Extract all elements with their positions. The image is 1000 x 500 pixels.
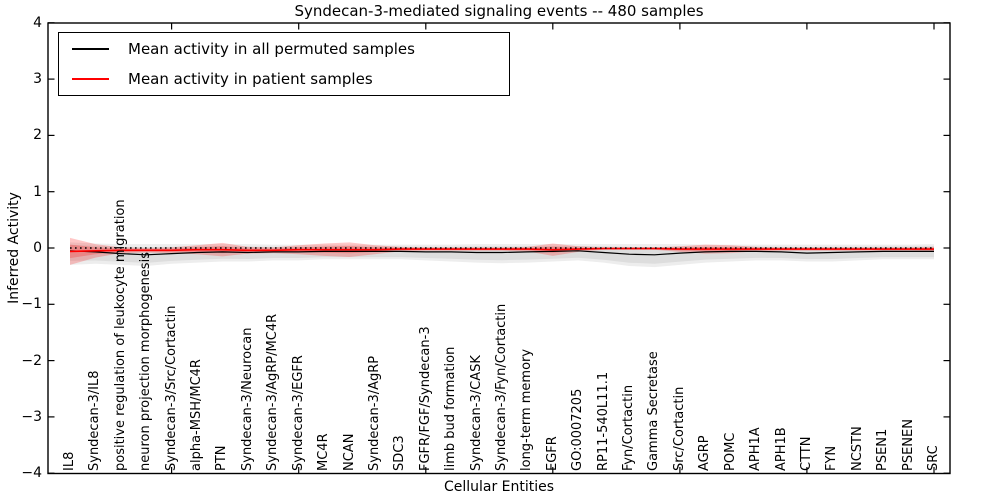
x-category-label: positive regulation of leukocyte migrati…: [112, 199, 128, 471]
x-category-label: NCSTN: [849, 426, 865, 471]
y-tick-label: 2: [33, 127, 42, 144]
x-category-label: SDC3: [392, 435, 408, 471]
x-category-label: GO:0007205: [570, 388, 586, 471]
patient-mean-line: [69, 247, 934, 253]
x-category-label: Syndecan-3/CASK: [468, 355, 484, 471]
x-category-label: RP11-540L11.1: [595, 371, 611, 471]
x-category-label: limb bud formation: [443, 346, 459, 471]
y-tick-label: 1: [33, 183, 42, 200]
x-category-label: CTTN: [798, 436, 814, 471]
x-category-label: PSENEN: [900, 419, 916, 471]
x-category-label: Gamma Secretase: [646, 351, 662, 471]
legend-label: Mean activity in all permuted samples: [128, 40, 415, 59]
x-category-label: NCAN: [341, 433, 357, 471]
y-tick-label: 3: [33, 71, 42, 88]
legend: Mean activity in all permuted samples Me…: [58, 32, 510, 96]
x-category-label: Syndecan-3/EGFR: [290, 355, 306, 471]
x-category-label: PTN: [214, 445, 230, 471]
chart-title: Syndecan-3-mediated signaling events -- …: [294, 2, 704, 20]
x-category-label: Syndecan-3/Src/Cortactin: [163, 305, 179, 471]
x-category-label: PSEN1: [875, 428, 891, 471]
y-tick-label: −3: [21, 408, 42, 425]
x-category-label: FYN: [824, 445, 840, 471]
x-axis-label: Cellular Entities: [443, 479, 555, 495]
legend-item-permuted: Mean activity in all permuted samples: [59, 36, 509, 62]
x-category-label: AGRP: [697, 435, 713, 471]
y-tick-label: −4: [21, 465, 42, 482]
x-category-label: EGFR: [544, 436, 560, 471]
permuted-line-swatch: [72, 48, 109, 51]
legend-label: Mean activity in patient samples: [128, 69, 373, 88]
patient-band-inner: [70, 244, 934, 259]
x-category-label: APH1B: [773, 427, 789, 471]
y-tick-label: 0: [33, 240, 42, 256]
x-category-label: IL8: [62, 451, 77, 471]
y-tick-label: −2: [21, 352, 42, 369]
x-category-label: Src/Cortactin: [671, 386, 687, 471]
x-category-label: long-term memory: [519, 348, 535, 471]
x-category-label: neuron projection morphogenesis: [138, 252, 154, 471]
x-category-label: FGFR/FGF/Syndecan-3: [417, 326, 433, 471]
x-category-label: POMC: [722, 432, 738, 471]
x-category-label: MC4R: [316, 433, 332, 471]
y-tick-label: −1: [21, 296, 42, 313]
patient-line-swatch: [72, 77, 109, 80]
x-category-label: Syndecan-3/IL8: [87, 370, 103, 471]
y-tick-label: 4: [33, 14, 42, 31]
x-category-label: Fyn/Cortactin: [621, 384, 637, 471]
patient-band-outer: [70, 237, 934, 265]
legend-item-patient: Mean activity in patient samples: [59, 66, 509, 92]
x-category-label: SRC: [926, 445, 941, 471]
x-category-label: Syndecan-3/AgRP: [366, 355, 382, 471]
x-category-label: Syndecan-3/Fyn/Cortactin: [494, 303, 509, 471]
x-category-label: APH1A: [748, 427, 764, 471]
permuted-mean-line: [69, 250, 934, 256]
x-category-label: alpha-MSH/MC4R: [189, 359, 205, 471]
x-category-label: Syndecan-3/Neurocan: [239, 327, 255, 471]
x-category-label: Syndecan-3/AgRP/MC4R: [265, 313, 281, 471]
